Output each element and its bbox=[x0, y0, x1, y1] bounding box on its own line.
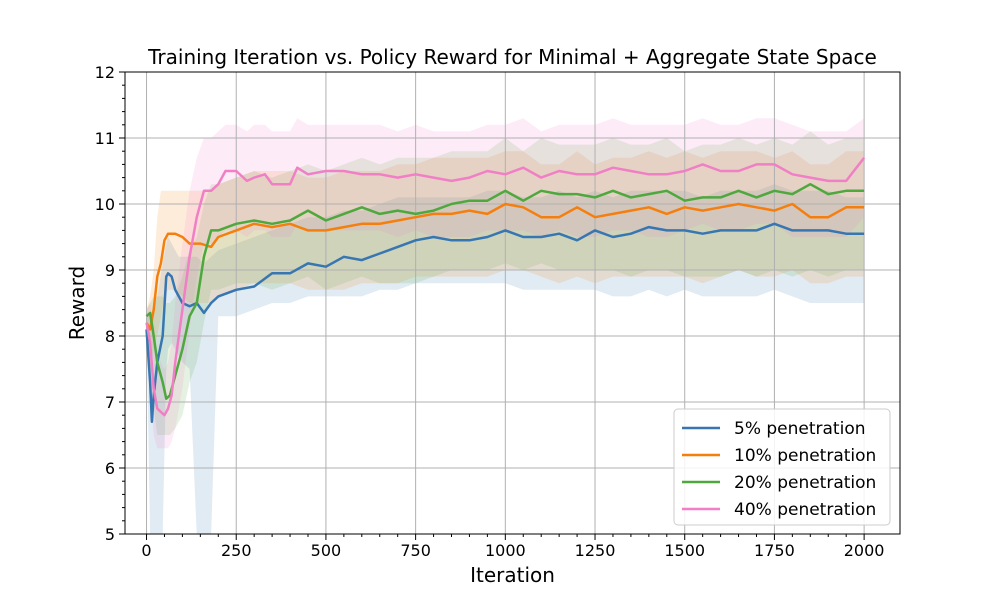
y-tick-label: 7 bbox=[105, 393, 115, 412]
series-line-2 bbox=[145, 202, 865, 331]
x-axis-label: Iteration bbox=[470, 563, 555, 587]
y-tick-label: 11 bbox=[95, 129, 115, 148]
y-tick-label: 9 bbox=[105, 261, 115, 280]
legend-label: 10% penetration bbox=[734, 446, 876, 466]
y-tick-label: 12 bbox=[95, 63, 115, 82]
x-tick-label: 1000 bbox=[485, 541, 526, 560]
legend-label: 5% penetration bbox=[734, 419, 866, 439]
series-lines bbox=[145, 157, 866, 424]
x-axis-ticks: 0 250 500 750 1000 1250 1500 1750 2000 bbox=[141, 534, 884, 560]
x-tick-label: 1750 bbox=[754, 541, 795, 560]
x-tick-label: 250 bbox=[221, 541, 252, 560]
y-tick-label: 6 bbox=[105, 459, 115, 478]
y-tick-label: 10 bbox=[95, 195, 115, 214]
chart-legend: 5% penetration 10% penetration 20% penetra… bbox=[673, 408, 891, 526]
y-axis-ticks: 5 6 7 8 9 10 11 12 bbox=[95, 63, 125, 544]
x-tick-label: 500 bbox=[311, 541, 342, 560]
legend-label: 40% penetration bbox=[734, 500, 876, 520]
x-tick-label: 2000 bbox=[844, 541, 885, 560]
series-line-3 bbox=[145, 182, 865, 400]
chart-title: Training Iteration vs. Policy Reward for… bbox=[147, 45, 877, 69]
plot-area-frame bbox=[124, 71, 901, 535]
series-line-4 bbox=[145, 157, 866, 417]
legend-box bbox=[673, 408, 891, 526]
y-tick-label: 8 bbox=[105, 327, 115, 346]
y-axis-label: Reward bbox=[65, 266, 89, 340]
x-tick-label: 0 bbox=[141, 541, 151, 560]
x-tick-label: 750 bbox=[400, 541, 431, 560]
x-tick-label: 1250 bbox=[575, 541, 616, 560]
y-tick-label: 5 bbox=[105, 525, 115, 544]
legend-label: 20% penetration bbox=[734, 473, 876, 493]
x-tick-label: 1500 bbox=[664, 541, 705, 560]
series-line-1 bbox=[145, 222, 865, 424]
